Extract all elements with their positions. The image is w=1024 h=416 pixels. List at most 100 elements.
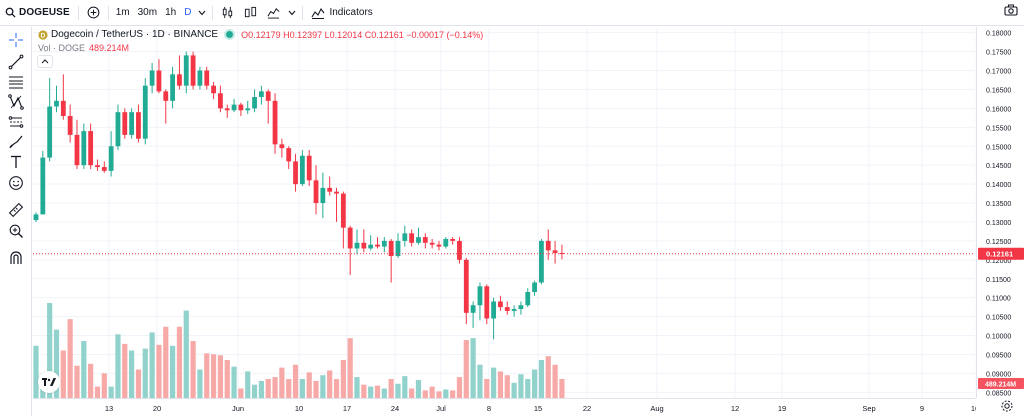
candle-body (231, 104, 237, 111)
bars-icon (245, 6, 257, 18)
timeframe-1h[interactable]: 1h (165, 7, 177, 18)
volume-bar (245, 371, 251, 398)
volume-bar (265, 379, 271, 398)
fib-retracement-tool[interactable] (6, 72, 26, 92)
emoji-tool[interactable] (6, 173, 26, 193)
volume-bar (511, 382, 517, 398)
candle-body (115, 112, 121, 147)
candle-body (436, 244, 442, 247)
candle-body (299, 155, 305, 185)
last-volume-badge-overlay (978, 378, 1024, 389)
price-scale[interactable]: 0.18000 0.17500 0.17000 0.16500 0.16000 0.155… (977, 27, 1024, 398)
tradingview-logo[interactable] (38, 371, 60, 393)
timeframe-30m[interactable]: 30m (137, 7, 158, 18)
compare-symbol-button[interactable] (82, 0, 105, 26)
candle-body (47, 106, 53, 158)
volume-bar (463, 340, 469, 398)
price-tick-label: 0.12000 (986, 258, 1011, 265)
volume-bar (299, 379, 305, 398)
candle-body (518, 305, 524, 310)
candlestick-chart[interactable] (33, 27, 976, 398)
candle-body (74, 134, 80, 166)
candle-body (498, 301, 503, 308)
timeframe-1m[interactable]: 1m (115, 7, 130, 18)
forecast-tool[interactable] (6, 112, 26, 132)
chart-type-dropdown[interactable] (285, 0, 299, 26)
volume-bar (224, 360, 230, 398)
volume-bar (122, 343, 128, 398)
candle-body (532, 282, 537, 292)
measure-tool[interactable] (6, 200, 26, 220)
zoom-tool[interactable] (6, 221, 26, 241)
volume-bar (53, 329, 60, 398)
volume-bar (279, 367, 285, 398)
candle-body (258, 91, 264, 98)
snapshot-button[interactable] (1004, 4, 1018, 19)
volume-bar (552, 364, 558, 398)
brush-tool[interactable] (6, 132, 26, 152)
volume-bar (142, 348, 148, 398)
candle-body (177, 74, 182, 86)
search-icon (5, 7, 16, 18)
price-axis[interactable]: 0.18000 0.17500 0.17000 0.16500 0.16000 0.155… (976, 27, 1024, 398)
timeframe-d[interactable]: D (184, 7, 192, 18)
candle-body (422, 237, 428, 243)
candles-chart-type-button[interactable] (216, 0, 239, 26)
text-icon (11, 155, 21, 168)
candle-body (361, 242, 367, 249)
volume-label[interactable]: Vol · DOGE (38, 43, 86, 53)
chevron-up-icon (41, 59, 49, 64)
symbol-search[interactable]: DOGEUSE (0, 0, 75, 26)
candle-body (190, 55, 196, 86)
price-tick-label: 0.09000 (986, 371, 1011, 378)
candle-body (33, 214, 39, 221)
price-tick-label: 0.13000 (986, 220, 1011, 227)
price-tick-label: 0.14000 (986, 182, 1011, 189)
volume-bar (231, 366, 237, 398)
candle-body (197, 70, 203, 86)
price-tick-label: 0.15000 (986, 144, 1011, 151)
area-chart-type-button[interactable] (262, 0, 285, 26)
last-volume-label: 489.214M (985, 382, 1016, 389)
pattern-tool[interactable] (6, 92, 26, 112)
candle-body (395, 240, 401, 257)
legend-collapse-button[interactable] (37, 55, 53, 68)
candle-body (293, 161, 298, 185)
bars-chart-type-button[interactable] (239, 0, 262, 26)
drawing-toolbar (0, 27, 32, 416)
text-tool[interactable] (6, 152, 26, 172)
volume-bar (538, 360, 545, 398)
trend-line-tool[interactable] (6, 52, 26, 72)
time-tick-label: 9 (920, 404, 924, 413)
candle-body (279, 144, 285, 149)
price-tick-label: 0.10500 (986, 315, 1011, 322)
volume-bar (190, 341, 196, 398)
candle-body (81, 131, 87, 166)
magnet-tool[interactable] (6, 248, 26, 268)
chart-settings-button[interactable] (1000, 399, 1014, 416)
candle-body (88, 131, 94, 166)
price-tick-label: 0.14500 (986, 163, 1011, 170)
time-tick-label: Sep (862, 404, 875, 413)
chart-pane[interactable] (33, 27, 976, 398)
volume-bar (374, 385, 381, 398)
symbol-title[interactable]: Dogecoin / TetherUS · 1D · BINANCE (51, 29, 219, 40)
price-tick-label: 0.09500 (986, 352, 1011, 359)
volume-bar (415, 379, 422, 398)
candle-body (457, 240, 462, 260)
time-axis[interactable]: 13 20 Jun 10 17 24 Jul 8 15 22 Aug 12 19 Sep 9 16 (33, 398, 979, 416)
time-tick-label: Aug (650, 404, 663, 413)
volume-bar (33, 345, 39, 398)
candle-body (450, 239, 456, 241)
candle-body (252, 97, 257, 109)
candle-body (525, 292, 531, 306)
volume-bar (320, 375, 326, 398)
timeframe-dropdown[interactable] (195, 0, 209, 26)
time-tick-label: 17 (343, 404, 351, 413)
crosshair-tool[interactable] (6, 30, 26, 50)
candle-body (470, 305, 476, 313)
indicators-button[interactable]: Indicators (306, 0, 377, 26)
price-tick-label: 0.10000 (986, 334, 1011, 341)
price-tick-label: 0.11000 (986, 296, 1011, 303)
time-scale[interactable]: 13 20 Jun 10 17 24 Jul 8 15 22 Aug 12 19 Sep 9 16 (33, 399, 979, 416)
